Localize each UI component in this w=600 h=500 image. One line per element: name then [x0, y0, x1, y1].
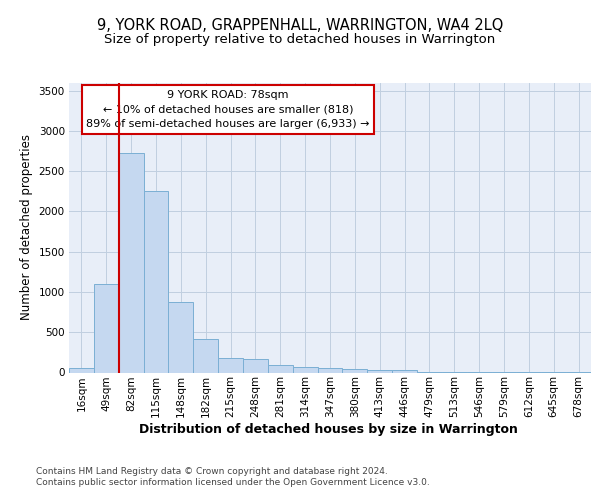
Text: Size of property relative to detached houses in Warrington: Size of property relative to detached ho…: [104, 32, 496, 46]
Bar: [293, 368, 317, 372]
Bar: [69, 368, 94, 372]
Text: Distribution of detached houses by size in Warrington: Distribution of detached houses by size …: [139, 422, 518, 436]
Text: Contains HM Land Registry data © Crown copyright and database right 2024.
Contai: Contains HM Land Registry data © Crown c…: [36, 468, 430, 487]
Bar: [193, 339, 218, 372]
Bar: [367, 370, 392, 372]
Bar: [317, 368, 343, 372]
Y-axis label: Number of detached properties: Number of detached properties: [20, 134, 33, 320]
Bar: [218, 358, 243, 372]
Bar: [343, 370, 367, 372]
Bar: [119, 154, 143, 372]
Bar: [392, 370, 417, 372]
Bar: [243, 359, 268, 372]
Bar: [94, 284, 119, 372]
Text: 9 YORK ROAD: 78sqm
← 10% of detached houses are smaller (818)
89% of semi-detach: 9 YORK ROAD: 78sqm ← 10% of detached hou…: [86, 90, 370, 130]
Bar: [143, 191, 169, 372]
Bar: [268, 365, 293, 372]
Text: 9, YORK ROAD, GRAPPENHALL, WARRINGTON, WA4 2LQ: 9, YORK ROAD, GRAPPENHALL, WARRINGTON, W…: [97, 18, 503, 32]
Bar: [169, 302, 193, 372]
